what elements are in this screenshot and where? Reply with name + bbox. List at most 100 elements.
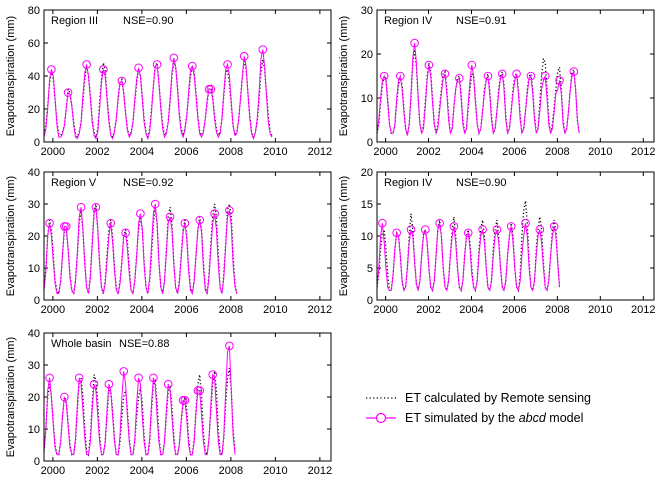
y-tick-label: 15 — [361, 199, 373, 211]
y-tick-label: 10 — [361, 231, 373, 243]
panel-1: 0 20 40 60 80 2000 2002 2004 2006 2008 2010 2012 Eva… — [5, 5, 332, 158]
y-tick-label: 30 — [28, 199, 40, 211]
series-point — [163, 379, 173, 389]
x-tick-label: 2000 — [373, 304, 397, 316]
x-tick-label: 2008 — [545, 304, 569, 316]
series-point — [206, 84, 216, 94]
plot-frame — [43, 9, 332, 143]
x-tick-label: 2006 — [174, 146, 198, 158]
x-tick-label: 2000 — [41, 304, 65, 316]
y-tick-label: 10 — [361, 93, 373, 105]
panel-3: 0 10 20 30 40 2000 2002 2004 2006 2008 2010 2012 Eva… — [5, 167, 332, 316]
y-tick-label: 30 — [28, 360, 40, 372]
y-tick-label: 20 — [28, 104, 40, 116]
series-point — [435, 218, 444, 228]
plot-frame — [43, 171, 332, 301]
series-point — [478, 225, 487, 234]
x-tick-label: 2006 — [502, 304, 526, 316]
legend-remote-label: ET calculated by Remote sensing — [405, 391, 591, 405]
series-point — [406, 225, 416, 234]
y-tick-label: 0 — [367, 137, 373, 149]
x-tick-label: 2008 — [219, 146, 243, 158]
x-tick-label: 2010 — [588, 304, 612, 316]
panel-5: 0 10 20 30 40 2000 2002 2004 2006 2008 2010 2012 Eva… — [5, 328, 332, 477]
y-tick-label: 40 — [28, 71, 40, 83]
series-point — [47, 65, 56, 74]
series-point — [424, 60, 434, 70]
series-point — [104, 379, 114, 389]
region-label: Whole basin — [51, 338, 112, 350]
series-point — [378, 218, 387, 228]
series-point — [449, 222, 459, 231]
x-tick-label: 2012 — [308, 146, 332, 158]
series-point — [223, 60, 232, 69]
series-point — [134, 373, 143, 383]
y-tick-label: 0 — [367, 295, 373, 307]
series-point — [134, 63, 143, 73]
y-tick-label: 0 — [34, 295, 40, 307]
x-tick-label: 2000 — [373, 146, 397, 158]
series-point — [421, 225, 430, 234]
series-point — [455, 73, 464, 83]
x-tick-label: 2012 — [631, 304, 655, 316]
plot-area — [44, 199, 238, 296]
x-tick-label: 2008 — [219, 304, 243, 316]
x-tick-label: 2008 — [219, 465, 243, 477]
series-point — [180, 395, 190, 405]
series-point — [379, 71, 389, 81]
plot-frame — [376, 171, 655, 301]
series-point — [467, 60, 477, 70]
x-tick-label: 2010 — [588, 146, 612, 158]
nse-label: NSE=0.92 — [123, 177, 173, 189]
series-line-2 — [377, 223, 560, 292]
y-tick-label: 30 — [361, 5, 373, 17]
nse-label: NSE=0.91 — [456, 15, 506, 27]
x-tick-label: 2002 — [416, 304, 440, 316]
series-point — [535, 225, 545, 234]
series-point — [410, 38, 419, 48]
series-point — [512, 69, 521, 79]
y-axis-label: Evapotranspiration (mm) — [5, 337, 17, 457]
x-tick-label: 2012 — [308, 465, 332, 477]
region-label: Region V — [51, 177, 97, 189]
series-point — [152, 60, 162, 69]
legend-abcd-suffix: model — [546, 411, 584, 425]
x-tick-label: 2004 — [130, 304, 154, 316]
x-tick-label: 2000 — [41, 146, 65, 158]
series-point — [208, 370, 218, 379]
series-point — [463, 228, 473, 238]
region-label: Region IV — [384, 177, 433, 189]
x-tick-label: 2012 — [631, 146, 655, 158]
y-axis-label: Evapotranspiration (mm) — [5, 176, 17, 296]
region-label: Region IV — [384, 15, 433, 27]
y-tick-label: 10 — [28, 263, 40, 275]
nse-label: NSE=0.88 — [119, 338, 169, 350]
series-line-1 — [377, 200, 561, 293]
series-point — [188, 61, 197, 71]
series-point — [165, 212, 175, 222]
series-point — [492, 225, 502, 234]
series-point — [239, 51, 249, 61]
y-tick-label: 20 — [28, 392, 40, 404]
legend-abcd-marker — [375, 412, 387, 424]
y-tick-label: 60 — [28, 38, 40, 50]
panel-2: 0 10 20 30 2000 2002 2004 2006 2008 2010 2012 Evapo… — [338, 5, 656, 158]
plot-area — [377, 38, 580, 136]
series-point — [99, 65, 108, 74]
series-line-2 — [377, 42, 580, 136]
series-point — [91, 202, 101, 212]
series-point — [106, 218, 116, 228]
plot-frame — [43, 332, 332, 462]
series-point — [225, 341, 234, 351]
y-tick-label: 0 — [34, 137, 40, 149]
x-tick-label: 2006 — [174, 465, 198, 477]
series-point — [117, 76, 127, 86]
x-tick-label: 2002 — [416, 146, 440, 158]
series-point — [119, 367, 129, 376]
legend-abcd-label: ET simulated by the abcd model — [405, 411, 583, 425]
series-point — [497, 69, 507, 79]
x-tick-label: 2010 — [263, 465, 287, 477]
x-tick-label: 2000 — [41, 465, 65, 477]
series-point — [483, 71, 493, 81]
